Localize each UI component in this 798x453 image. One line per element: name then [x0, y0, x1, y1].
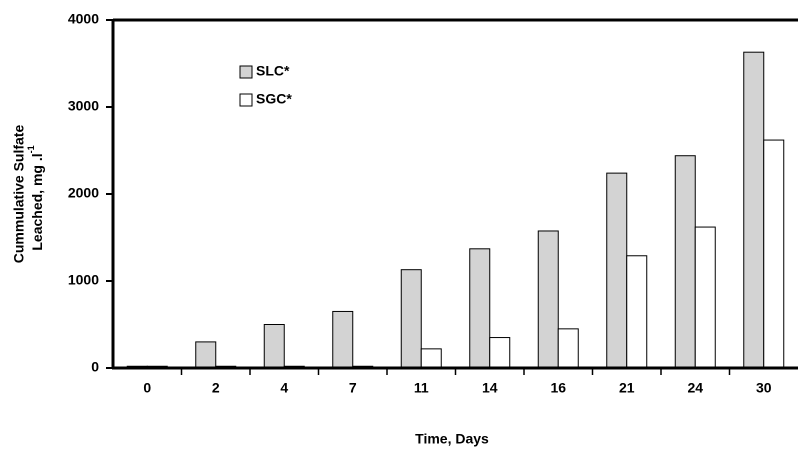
- bar: [489, 337, 511, 369]
- bar: [743, 51, 765, 369]
- y-tick-label: 4000: [68, 11, 99, 27]
- legend-label: SLC*: [256, 63, 290, 79]
- x-axis-label: Time, Days: [415, 431, 489, 447]
- bar: [606, 172, 628, 369]
- bar: [557, 328, 579, 369]
- bar: [263, 324, 285, 369]
- y-axis-label-superscript: -1: [26, 145, 36, 153]
- bar: [694, 226, 716, 369]
- y-tick-label: 3000: [68, 98, 99, 114]
- y-axis-label-line: Cummulative Sulfate: [11, 125, 27, 264]
- x-tick-label: 4: [280, 380, 288, 396]
- bar: [195, 341, 217, 369]
- y-axis-label-text: Leached, mg .l: [29, 153, 45, 250]
- bar: [626, 255, 648, 369]
- bar: [469, 248, 491, 369]
- y-tick-label: 2000: [68, 185, 99, 201]
- legend-label: SGC*: [256, 91, 292, 107]
- x-tick-label: 2: [212, 380, 220, 396]
- x-tick-label: 16: [550, 380, 566, 396]
- bar: [674, 155, 696, 369]
- x-tick-label: 24: [687, 380, 703, 396]
- legend-swatch: [239, 93, 253, 107]
- y-tick-label: 0: [91, 359, 99, 375]
- legend-swatch: [239, 65, 253, 79]
- bar: [763, 139, 785, 369]
- y-axis-label: Cummulative Sulfate Leached, mg .l-1: [11, 125, 45, 264]
- x-tick-label: 11: [414, 380, 429, 396]
- x-tick-label: 21: [619, 380, 635, 396]
- x-tick-label: 7: [349, 380, 357, 396]
- bar: [400, 269, 422, 369]
- y-axis-label-line: Leached, mg .l-1: [26, 145, 44, 250]
- x-tick-label: 30: [756, 380, 772, 396]
- y-tick-label: 1000: [68, 272, 99, 288]
- bar: [537, 230, 559, 369]
- x-tick-label: 14: [482, 380, 498, 396]
- bar: [420, 348, 442, 369]
- bar: [332, 310, 354, 369]
- x-tick-label: 0: [143, 380, 151, 396]
